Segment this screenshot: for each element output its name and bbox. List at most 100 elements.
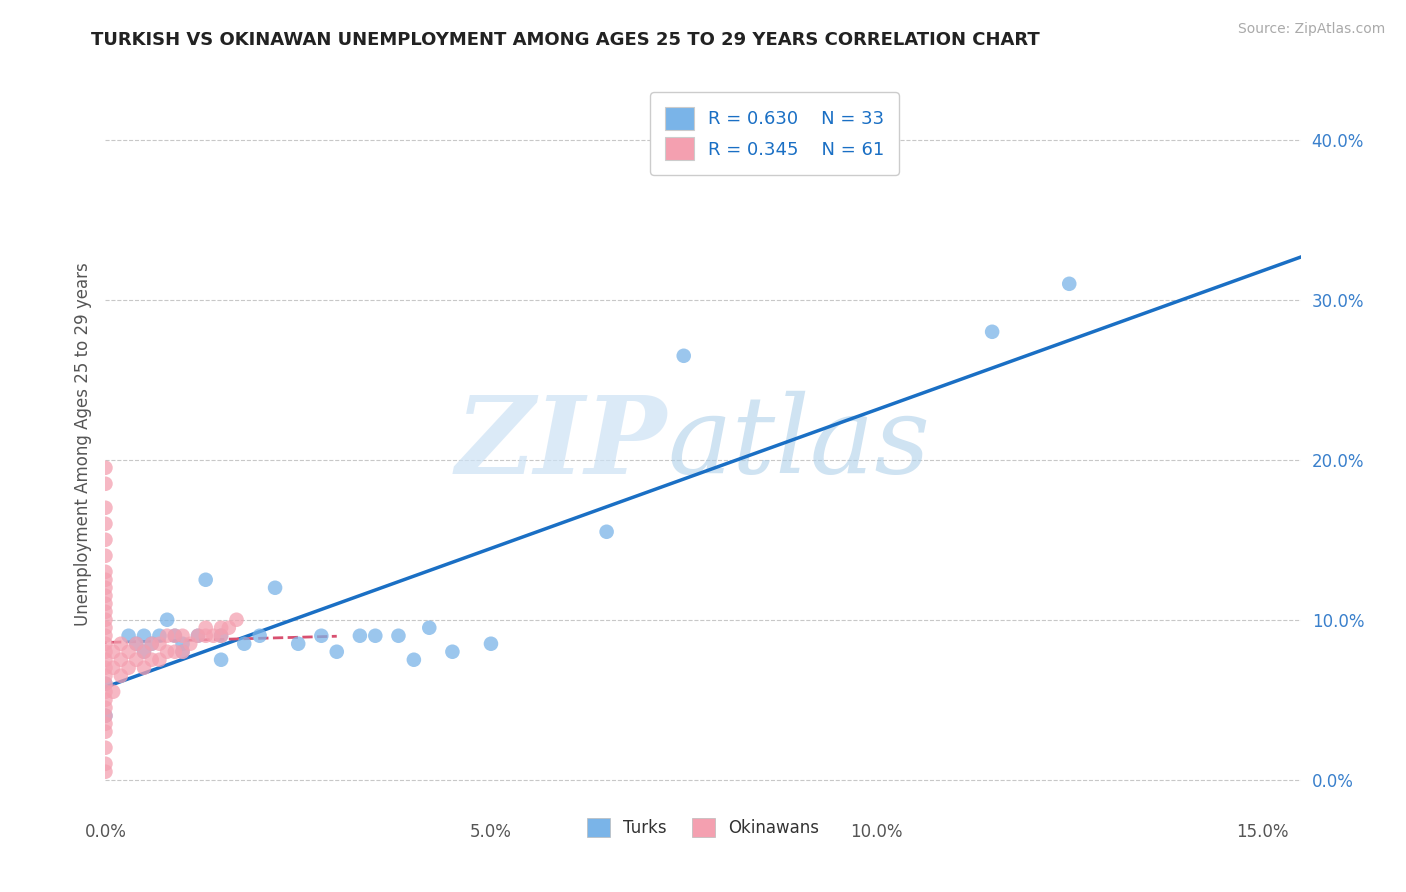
Point [172,637,194,651]
Point [94,549,117,563]
Point [595,524,617,539]
Point [202,629,225,643]
Point [94,684,117,698]
Point [172,645,194,659]
Point [441,645,464,659]
Point [94,700,117,714]
Point [402,653,425,667]
Y-axis label: Unemployment Among Ages 25 to 29 years: Unemployment Among Ages 25 to 29 years [73,262,91,625]
Point [94,565,117,579]
Point [179,637,201,651]
Point [94,661,117,675]
Point [94,605,117,619]
Point [94,669,117,683]
Point [94,677,117,691]
Point [94,597,117,611]
Point [218,621,240,635]
Point [326,645,349,659]
Point [132,645,155,659]
Point [141,637,163,651]
Point [172,645,194,659]
Point [94,533,117,547]
Point [194,573,217,587]
Point [249,629,271,643]
Point [209,629,232,643]
Point [101,684,124,698]
Point [148,629,170,643]
Point [194,629,217,643]
Point [163,645,186,659]
Point [364,629,387,643]
Point [110,637,132,651]
Point [94,677,117,691]
Point [981,325,1004,339]
Point [132,629,155,643]
Point [187,629,209,643]
Point [94,653,117,667]
Point [387,629,409,643]
Point [141,653,163,667]
Point [163,629,186,643]
Point [94,645,117,659]
Text: ZIP: ZIP [456,391,666,497]
Text: atlas: atlas [666,392,931,496]
Point [94,476,117,491]
Point [187,629,209,643]
Point [94,740,117,755]
Point [264,581,287,595]
Point [94,589,117,603]
Point [209,629,232,643]
Point [94,692,117,706]
Point [156,645,179,659]
Point [110,669,132,683]
Point [94,637,117,651]
Point [148,637,170,651]
Point [94,708,117,723]
Point [125,653,148,667]
Point [233,637,256,651]
Point [156,613,179,627]
Point [94,581,117,595]
Point [672,349,695,363]
Point [94,460,117,475]
Point [418,621,440,635]
Point [94,613,117,627]
Point [287,637,309,651]
Point [125,637,148,651]
Point [94,756,117,771]
Point [94,708,117,723]
Point [117,645,139,659]
Point [209,653,232,667]
Point [117,629,139,643]
Point [209,621,232,635]
Point [479,637,502,651]
Point [311,629,333,643]
Point [132,661,155,675]
Point [94,500,117,515]
Text: TURKISH VS OKINAWAN UNEMPLOYMENT AMONG AGES 25 TO 29 YEARS CORRELATION CHART: TURKISH VS OKINAWAN UNEMPLOYMENT AMONG A… [91,31,1040,49]
Point [141,637,163,651]
Point [101,661,124,675]
Point [94,716,117,731]
Point [94,621,117,635]
Point [349,629,371,643]
Point [94,764,117,779]
Point [163,629,186,643]
Point [194,621,217,635]
Point [225,613,247,627]
Point [148,653,170,667]
Point [94,629,117,643]
Point [132,645,155,659]
Point [94,516,117,531]
Text: Source: ZipAtlas.com: Source: ZipAtlas.com [1237,22,1385,37]
Point [117,661,139,675]
Point [1057,277,1080,291]
Point [94,573,117,587]
Point [101,645,124,659]
Point [94,724,117,739]
Point [125,637,148,651]
Legend: Turks, Okinawans: Turks, Okinawans [579,812,827,844]
Point [156,629,179,643]
Point [172,629,194,643]
Point [110,653,132,667]
